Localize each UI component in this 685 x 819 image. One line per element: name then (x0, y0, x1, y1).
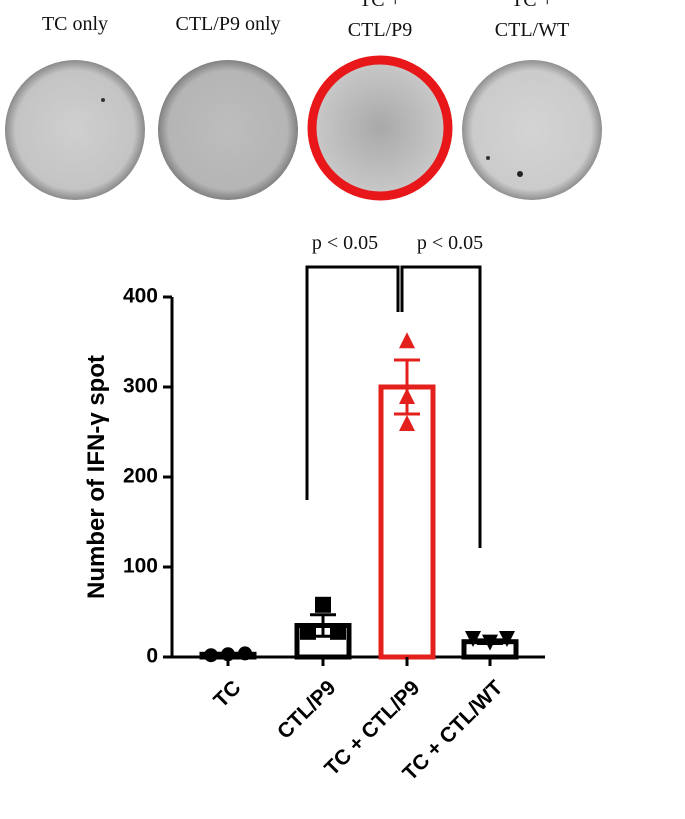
significance-label: p < 0.05 (312, 232, 378, 254)
well (158, 60, 298, 200)
data-point (399, 332, 415, 349)
x-tick-label: CTL/P9 (273, 676, 340, 743)
well-label: CTL/P9 only (175, 13, 280, 35)
well-label: TC + (359, 0, 401, 11)
significance-bracket (305, 265, 400, 500)
well (5, 60, 145, 200)
well-label: CTL/P9 (348, 19, 412, 41)
data-point (315, 596, 331, 613)
wells (5, 55, 602, 201)
well-label: TC only (42, 13, 108, 35)
y-tick-label: 100 (123, 555, 158, 578)
significance-label: p < 0.05 (417, 232, 483, 254)
well-highlighted (307, 55, 453, 201)
well (462, 60, 602, 200)
y-tick-label: 0 (146, 645, 158, 668)
data-point (204, 648, 218, 663)
y-tick-label: 300 (123, 375, 158, 398)
spot (486, 156, 490, 160)
y-tick-label: 200 (123, 465, 158, 488)
data-point (238, 646, 252, 661)
y-axis-label: Number of IFN-γ spot (83, 355, 110, 599)
well-label: TC + (511, 0, 553, 11)
spot (517, 171, 523, 177)
data-point (465, 631, 481, 647)
data-point (482, 634, 498, 651)
bar (378, 384, 436, 660)
x-tick-label: TC (209, 676, 245, 712)
significance-bracket (400, 265, 482, 548)
y-tick-label: 400 (123, 285, 158, 308)
data-point (499, 631, 515, 647)
data-point (399, 415, 415, 431)
error-bar (394, 358, 420, 416)
data-point (330, 623, 346, 640)
spot (101, 98, 105, 102)
data-point (399, 388, 415, 404)
data-point (221, 647, 235, 662)
data-point (300, 623, 316, 640)
well-label: CTL/WT (495, 19, 569, 41)
